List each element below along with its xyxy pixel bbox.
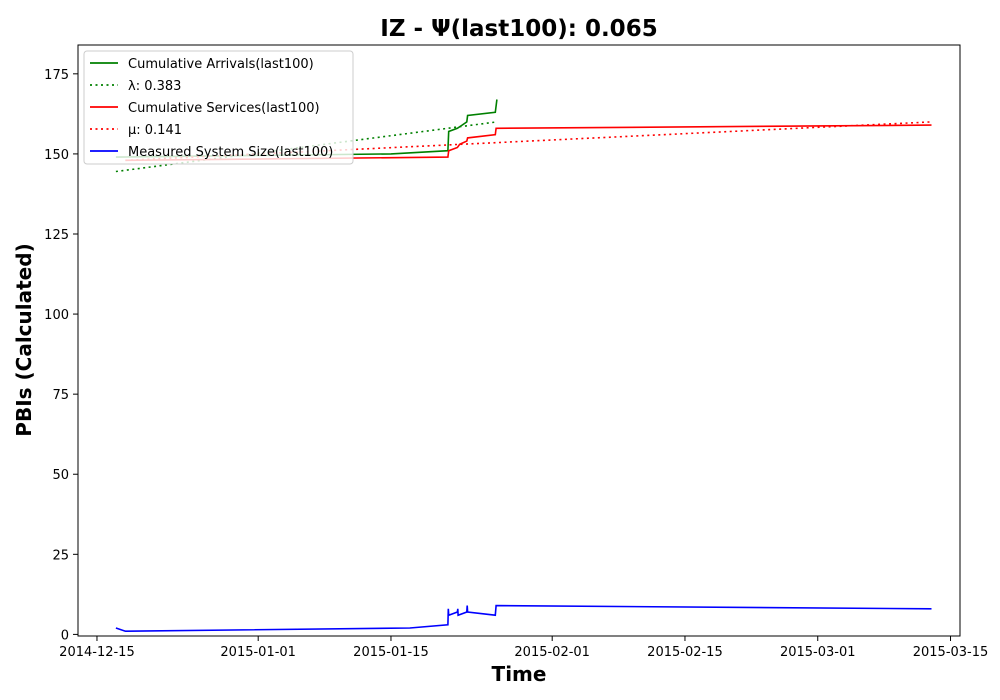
x-tick-label: 2015-01-01 xyxy=(220,645,296,660)
series-line-3 xyxy=(125,121,932,162)
x-axis: 2014-12-15 2015-01-01 2015-01-15 2015-02-01… xyxy=(59,636,988,660)
y-tick-label: 175 xyxy=(44,68,69,83)
x-axis-label: Time xyxy=(492,662,547,686)
y-tick-label: 100 xyxy=(44,308,69,323)
legend-label: Measured System Size(last100) xyxy=(128,145,333,160)
y-tick-label: 150 xyxy=(44,148,69,163)
legend-label: Cumulative Services(last100) xyxy=(128,101,320,116)
series-line-2 xyxy=(125,124,932,162)
y-tick-label: 50 xyxy=(52,468,69,483)
y-tick-label: 75 xyxy=(52,388,69,403)
x-tick-label: 2015-03-01 xyxy=(780,645,856,660)
x-tick-label: 2015-03-15 xyxy=(913,645,989,660)
y-axis-label: PBIs (Calculated) xyxy=(12,243,36,436)
y-axis: 0 25 50 75 100 125 150 175 xyxy=(44,68,78,643)
y-tick-label: 25 xyxy=(52,548,69,563)
legend-box xyxy=(83,50,354,165)
legend-label: μ: 0.141 xyxy=(128,123,182,138)
x-tick-label: 2015-02-01 xyxy=(514,645,590,660)
x-tick-label: 2015-01-15 xyxy=(353,645,429,660)
plot-frame xyxy=(77,44,961,637)
series-line-4 xyxy=(115,604,932,633)
series-layer xyxy=(115,99,932,633)
y-tick-label: 125 xyxy=(44,228,69,243)
x-tick-label: 2014-12-15 xyxy=(59,645,135,660)
y-tick-label: 0 xyxy=(61,628,69,643)
legend: Cumulative Arrivals(last100) λ: 0.383 Cumu… xyxy=(83,50,354,165)
series-line-1 xyxy=(115,121,498,173)
x-tick-label: 2015-02-15 xyxy=(647,645,723,660)
legend-label: Cumulative Arrivals(last100) xyxy=(128,57,314,72)
legend-label: λ: 0.383 xyxy=(128,79,181,94)
chart-title: IZ - Ψ(last100): 0.065 xyxy=(380,16,657,42)
